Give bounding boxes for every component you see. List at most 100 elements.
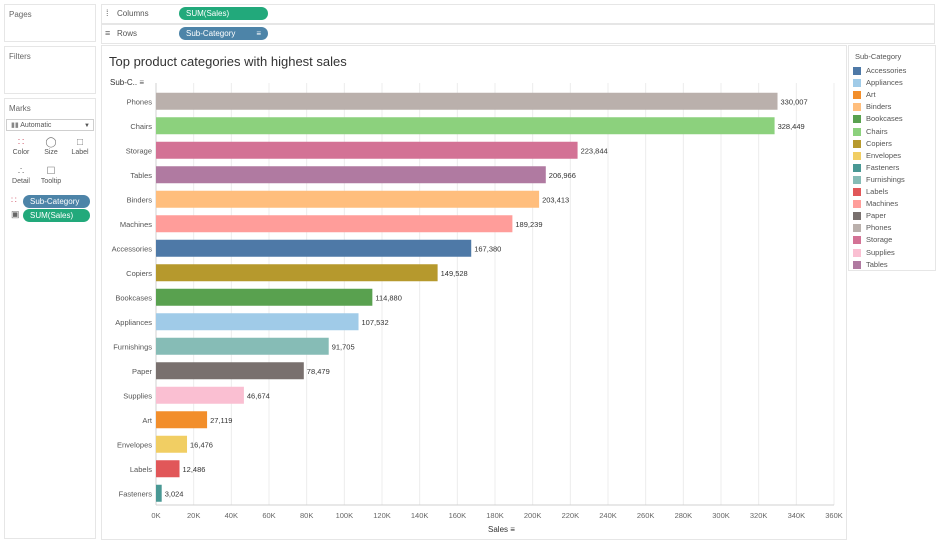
data-label: 206,966: [549, 171, 576, 180]
size-icon: ◯: [45, 137, 57, 148]
legend-label: Appliances: [866, 78, 903, 88]
bar[interactable]: [156, 166, 546, 184]
legend-label: Furnishings: [866, 174, 905, 184]
legend-label: Bookcases: [866, 114, 903, 124]
filters-title: Filters: [9, 52, 31, 61]
category-label: Paper: [132, 367, 153, 376]
category-label: Tables: [130, 171, 152, 180]
legend-label: Fasteners: [866, 162, 900, 172]
detail-button[interactable]: ∴ Detail: [7, 165, 35, 191]
data-label: 91,705: [332, 342, 355, 351]
x-axis-title[interactable]: Sales ≡: [488, 525, 515, 534]
bar[interactable]: [156, 362, 304, 380]
data-label: 149,528: [441, 269, 468, 278]
bar[interactable]: [156, 239, 472, 257]
bar[interactable]: [156, 215, 513, 233]
category-label: Envelopes: [117, 440, 152, 449]
size-button[interactable]: ◯ Size: [37, 136, 65, 162]
detail-button-label: Detail: [12, 178, 30, 185]
color-mark-icon: ∷: [11, 195, 17, 205]
chevron-down-icon: ▼: [84, 123, 90, 129]
bar[interactable]: [156, 141, 578, 159]
legend-label: Envelopes: [866, 150, 902, 160]
legend-label: Chairs: [866, 126, 888, 136]
sort-icon: ≡: [256, 29, 261, 38]
color-icon: ∷: [17, 137, 25, 148]
category-label: Chairs: [130, 122, 152, 131]
legend-label: Storage: [866, 235, 893, 245]
data-label: 167,380: [474, 244, 501, 253]
x-tick-label: 280K: [675, 511, 693, 520]
bar[interactable]: [156, 411, 208, 429]
bar[interactable]: [156, 190, 540, 208]
data-label: 46,674: [247, 391, 270, 400]
legend-label: Art: [866, 90, 876, 100]
legend-swatch: [853, 103, 861, 112]
bar[interactable]: [156, 92, 778, 110]
legend-label: Phones: [866, 223, 892, 233]
x-tick-label: 120K: [373, 511, 391, 520]
legend-swatch: [853, 248, 861, 257]
bar[interactable]: [156, 386, 244, 404]
category-label: Storage: [126, 146, 152, 155]
category-label: Labels: [130, 465, 152, 474]
x-tick-label: 340K: [788, 511, 806, 520]
bar[interactable]: [156, 264, 438, 282]
category-label: Bookcases: [115, 293, 152, 302]
columns-sales-pill[interactable]: SUM(Sales): [179, 7, 268, 20]
x-tick-label: 180K: [486, 511, 504, 520]
bar[interactable]: [156, 484, 162, 502]
x-tick-label: 0K: [151, 511, 160, 520]
color-button[interactable]: ∷ Color: [7, 136, 35, 162]
legend-label: Tables: [866, 259, 888, 269]
rows-pill-label: Sub-Category: [186, 29, 236, 38]
data-label: 107,532: [362, 318, 389, 327]
rows-label: Rows: [117, 29, 138, 38]
marks-subcategory-pill[interactable]: Sub-Category: [23, 195, 90, 208]
legend-swatch: [853, 115, 861, 124]
category-label: Machines: [120, 220, 152, 229]
bar[interactable]: [156, 460, 180, 478]
mark-type-select[interactable]: ▮▮ Automatic ▼: [6, 119, 94, 131]
x-tick-label: 260K: [637, 511, 655, 520]
rows-shelf: [101, 24, 935, 44]
legend-label: Machines: [866, 199, 899, 209]
x-tick-label: 80K: [300, 511, 313, 520]
tooltip-button-label: Tooltip: [40, 178, 62, 185]
x-tick-label: 160K: [449, 511, 467, 520]
label-button[interactable]: □ Label: [66, 136, 94, 162]
label-icon: □: [76, 137, 84, 148]
bar[interactable]: [156, 435, 188, 453]
marks-sales-pill[interactable]: SUM(Sales): [23, 209, 90, 222]
legend-swatch: [853, 79, 861, 88]
row-header[interactable]: Sub-C.. ≡: [110, 78, 144, 87]
bar[interactable]: [156, 117, 775, 135]
bar[interactable]: [156, 337, 329, 355]
tooltip-button[interactable]: ☐ Tooltip: [37, 165, 65, 191]
data-label: 328,449: [778, 122, 805, 131]
legend-swatch: [853, 260, 861, 269]
legend-swatch: [853, 224, 861, 233]
legend-swatch: [853, 139, 861, 148]
category-label: Accessories: [112, 244, 153, 253]
bar[interactable]: [156, 313, 359, 331]
data-label: 12,486: [183, 465, 206, 474]
legend-label: Copiers: [866, 138, 892, 148]
columns-shelf: [101, 4, 935, 24]
legend-swatch: [853, 91, 861, 100]
category-label: Phones: [127, 97, 153, 106]
size-button-label: Size: [44, 149, 58, 156]
legend-label: Accessories: [866, 66, 907, 75]
x-tick-label: 20K: [187, 511, 200, 520]
marks-title: Marks: [9, 104, 31, 113]
mark-type-value: Automatic: [20, 122, 52, 129]
legend-panel: [848, 45, 936, 271]
bar[interactable]: [156, 288, 373, 306]
data-label: 114,880: [375, 293, 402, 302]
detail-icon: ∴: [17, 166, 25, 177]
chart-title: Top product categories with highest sale…: [109, 54, 347, 69]
color-button-label: Color: [12, 149, 30, 156]
x-tick-label: 40K: [225, 511, 238, 520]
data-label: 16,476: [190, 440, 213, 449]
rows-subcategory-pill[interactable]: Sub-Category ≡: [179, 27, 268, 40]
